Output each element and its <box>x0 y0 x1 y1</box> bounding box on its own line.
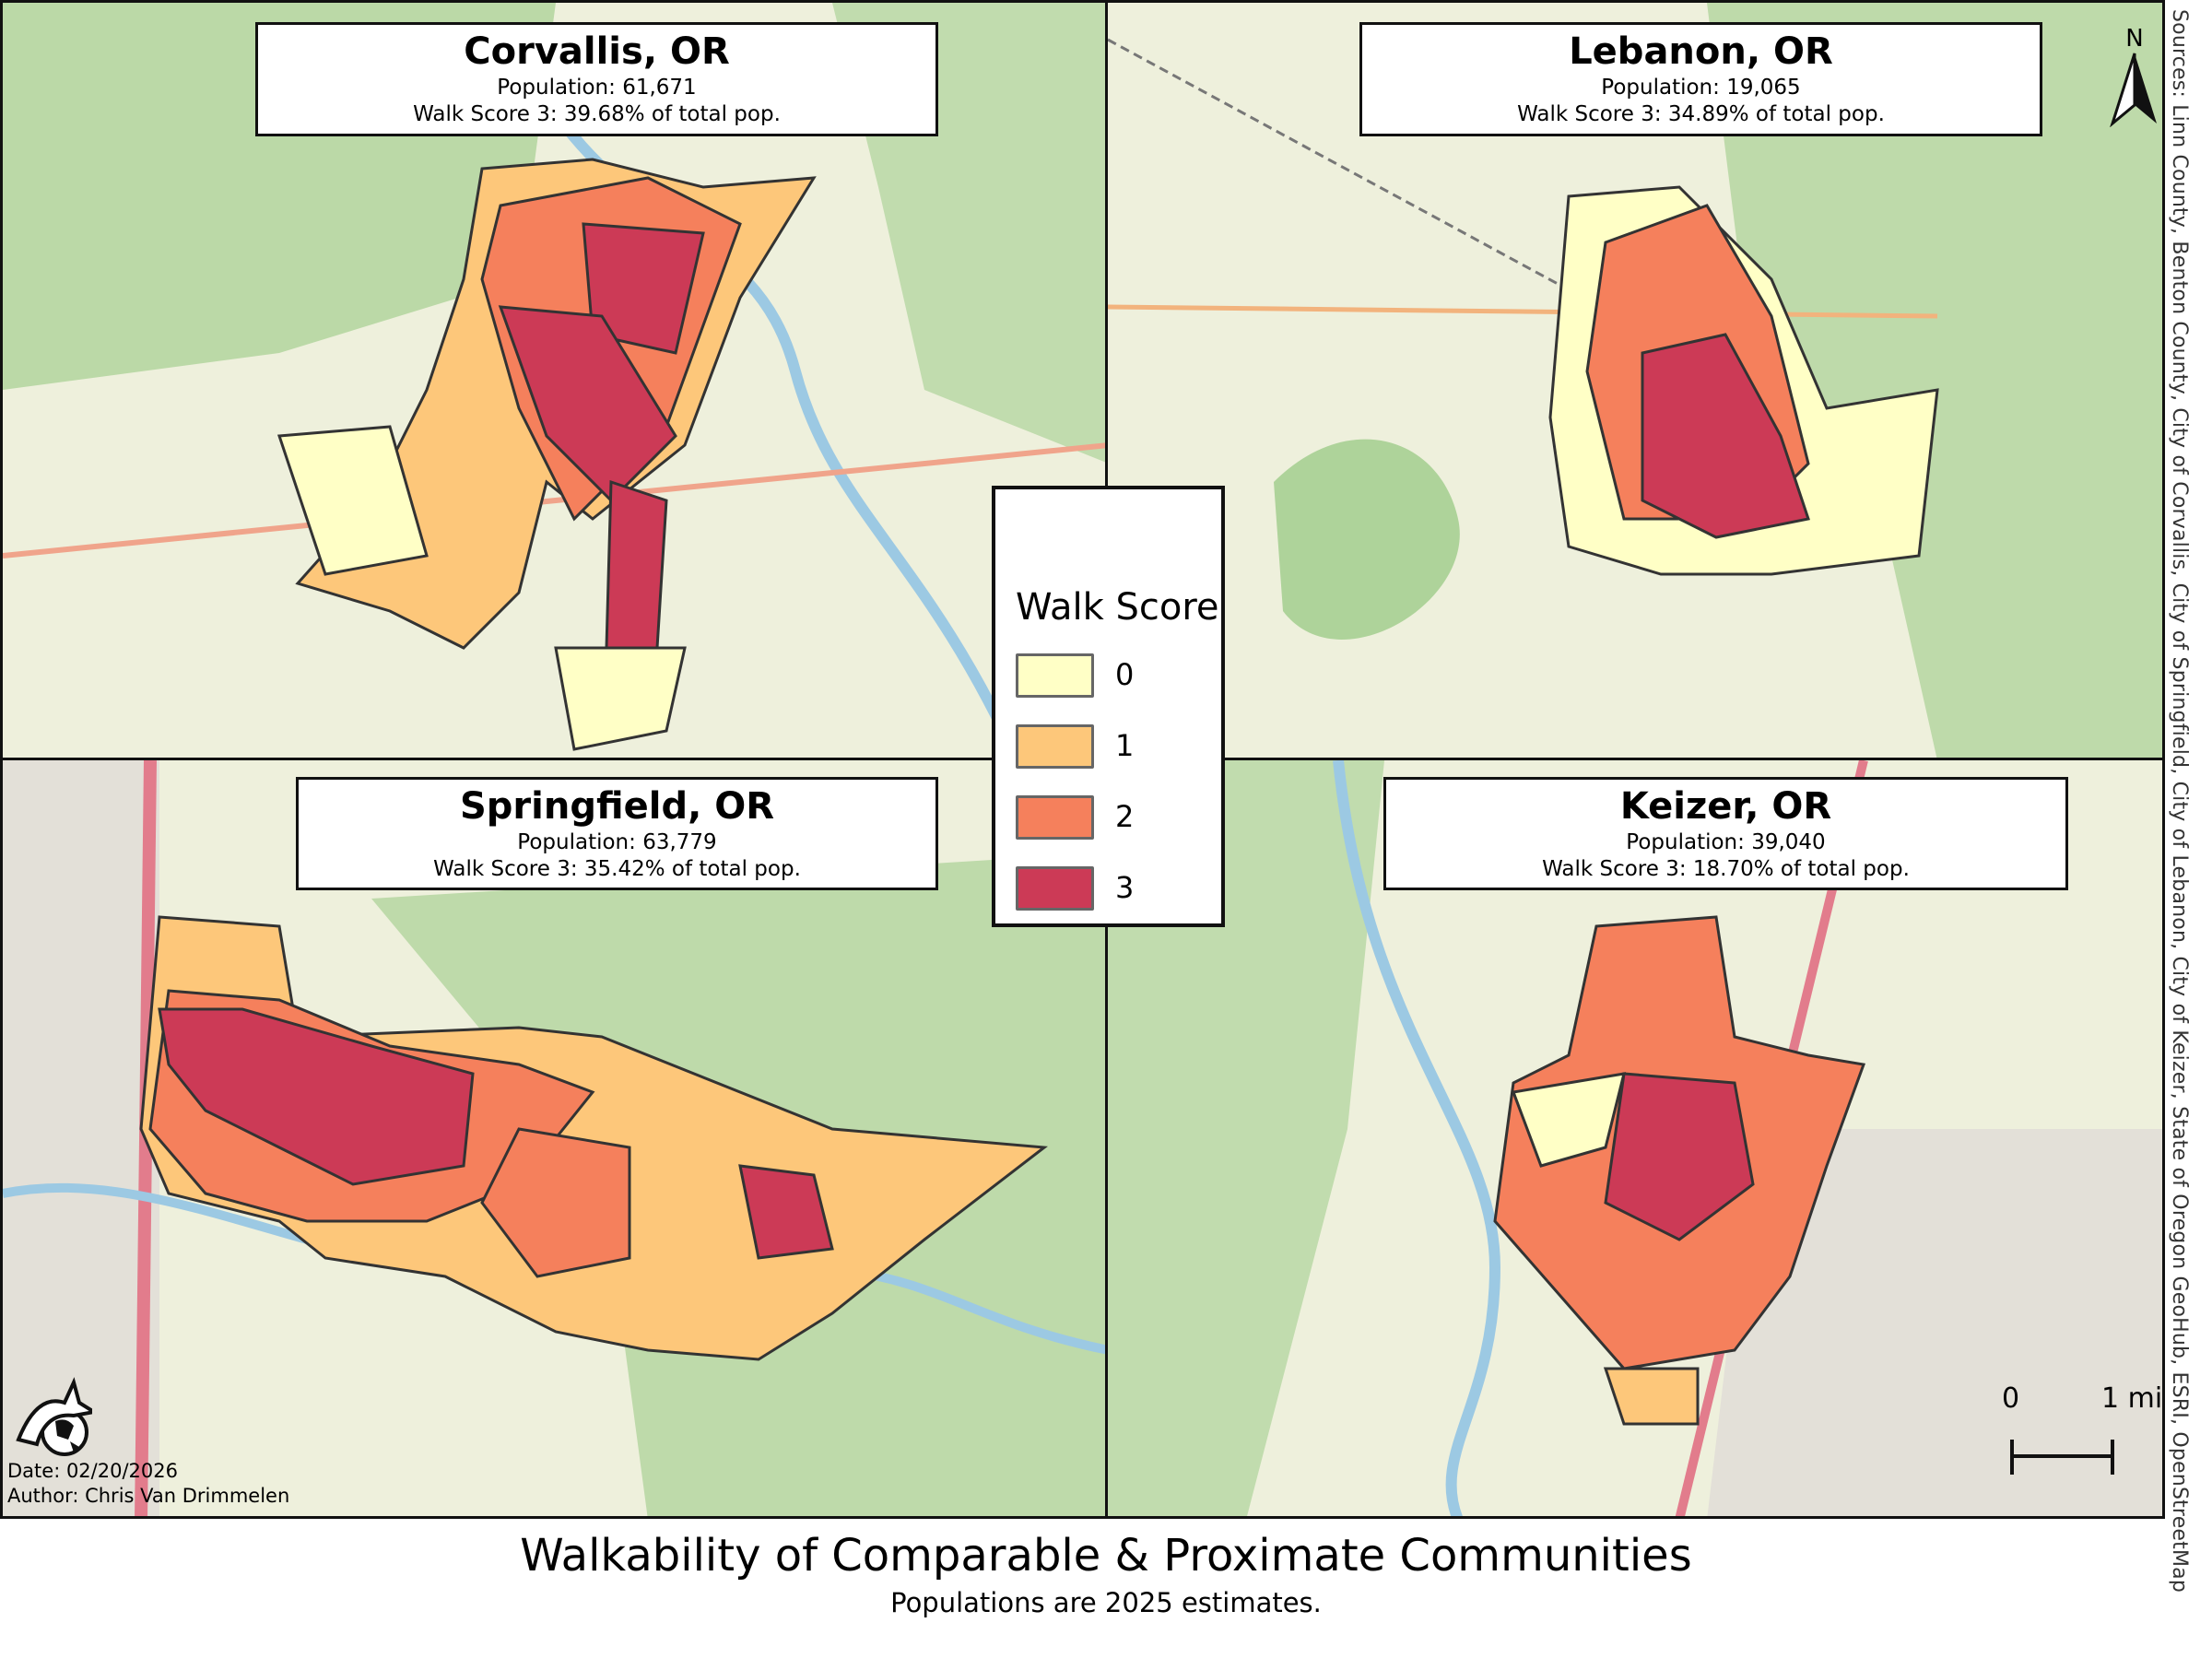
population-text: Population: 63,779 <box>517 830 717 854</box>
date-text: Date: 02/20/2026 <box>7 1460 178 1482</box>
city-name: Keizer, OR <box>1619 785 1832 828</box>
springfield-title-box: Springfield, OR Population: 63,779 Walk … <box>296 777 938 890</box>
legend-title: Walk Score <box>1016 586 1219 629</box>
sources-text: Sources: Linn County, Benton County, Cit… <box>2168 9 2191 1593</box>
population-text: Population: 61,671 <box>497 76 697 100</box>
scale-end: 1 mi <box>2101 1382 2163 1415</box>
corvallis-title-box: Corvallis, OR Population: 61,671 Walk Sc… <box>255 22 938 136</box>
walk-score-3-share: Walk Score 3: 39.68% of total pop. <box>413 101 781 126</box>
city-name: Lebanon, OR <box>1569 30 1833 73</box>
legend: Walk Score 0 1 2 3 <box>992 486 1225 927</box>
city-name: Corvallis, OR <box>464 30 730 73</box>
legend-item: 3 <box>1016 866 1200 911</box>
legend-swatch <box>1016 866 1094 911</box>
author-text: Author: Chris Van Drimmelen <box>7 1485 290 1508</box>
legend-item: 1 <box>1016 724 1200 769</box>
legend-label: 0 <box>1115 657 1135 692</box>
legend-swatch <box>1016 795 1094 840</box>
keizer-map <box>1108 760 2162 1516</box>
walk-score-3-share: Walk Score 3: 18.70% of total pop. <box>1542 856 1910 881</box>
lebanon-map <box>1108 3 2162 758</box>
scale-bar: 0 1 mi <box>2000 1382 2162 1475</box>
scale-bar-line <box>2010 1440 2114 1475</box>
walk-score-3-share: Walk Score 3: 35.42% of total pop. <box>433 856 801 881</box>
legend-swatch <box>1016 724 1094 769</box>
map-metadata: Date: 02/20/2026 Author: Chris Van Drimm… <box>7 1459 289 1510</box>
legend-item: 0 <box>1016 653 1200 698</box>
aardvark-globe-logo-icon <box>9 1375 100 1462</box>
walk-score-3-share: Walk Score 3: 34.89% of total pop. <box>1517 101 1885 126</box>
north-label: N <box>2125 25 2143 53</box>
springfield-map <box>3 760 1105 1516</box>
map-subtitle: Populations are 2025 estimates. <box>890 1587 1322 1618</box>
population-text: Population: 19,065 <box>1601 76 1801 100</box>
city-name: Springfield, OR <box>459 785 775 828</box>
keizer-title-box: Keizer, OR Population: 39,040 Walk Score… <box>1383 777 2068 890</box>
north-arrow-icon: N <box>2109 20 2160 131</box>
legend-label: 3 <box>1115 870 1135 905</box>
legend-item: 2 <box>1016 795 1200 840</box>
legend-label: 2 <box>1115 799 1135 834</box>
scale-start: 0 <box>2002 1382 2020 1415</box>
map-panel-corvallis: Corvallis, OR Population: 61,671 Walk Sc… <box>0 0 1108 760</box>
lebanon-title-box: Lebanon, OR Population: 19,065 Walk Scor… <box>1359 22 2042 136</box>
legend-swatch <box>1016 653 1094 698</box>
map-panel-keizer: Keizer, OR Population: 39,040 Walk Score… <box>1105 758 2165 1519</box>
population-text: Population: 39,040 <box>1626 830 1826 854</box>
legend-label: 1 <box>1115 728 1135 763</box>
map-panel-springfield: Springfield, OR Population: 63,779 Walk … <box>0 758 1108 1519</box>
map-panel-lebanon: Lebanon, OR Population: 19,065 Walk Scor… <box>1105 0 2165 760</box>
map-title: Walkability of Comparable & Proximate Co… <box>520 1530 1692 1582</box>
